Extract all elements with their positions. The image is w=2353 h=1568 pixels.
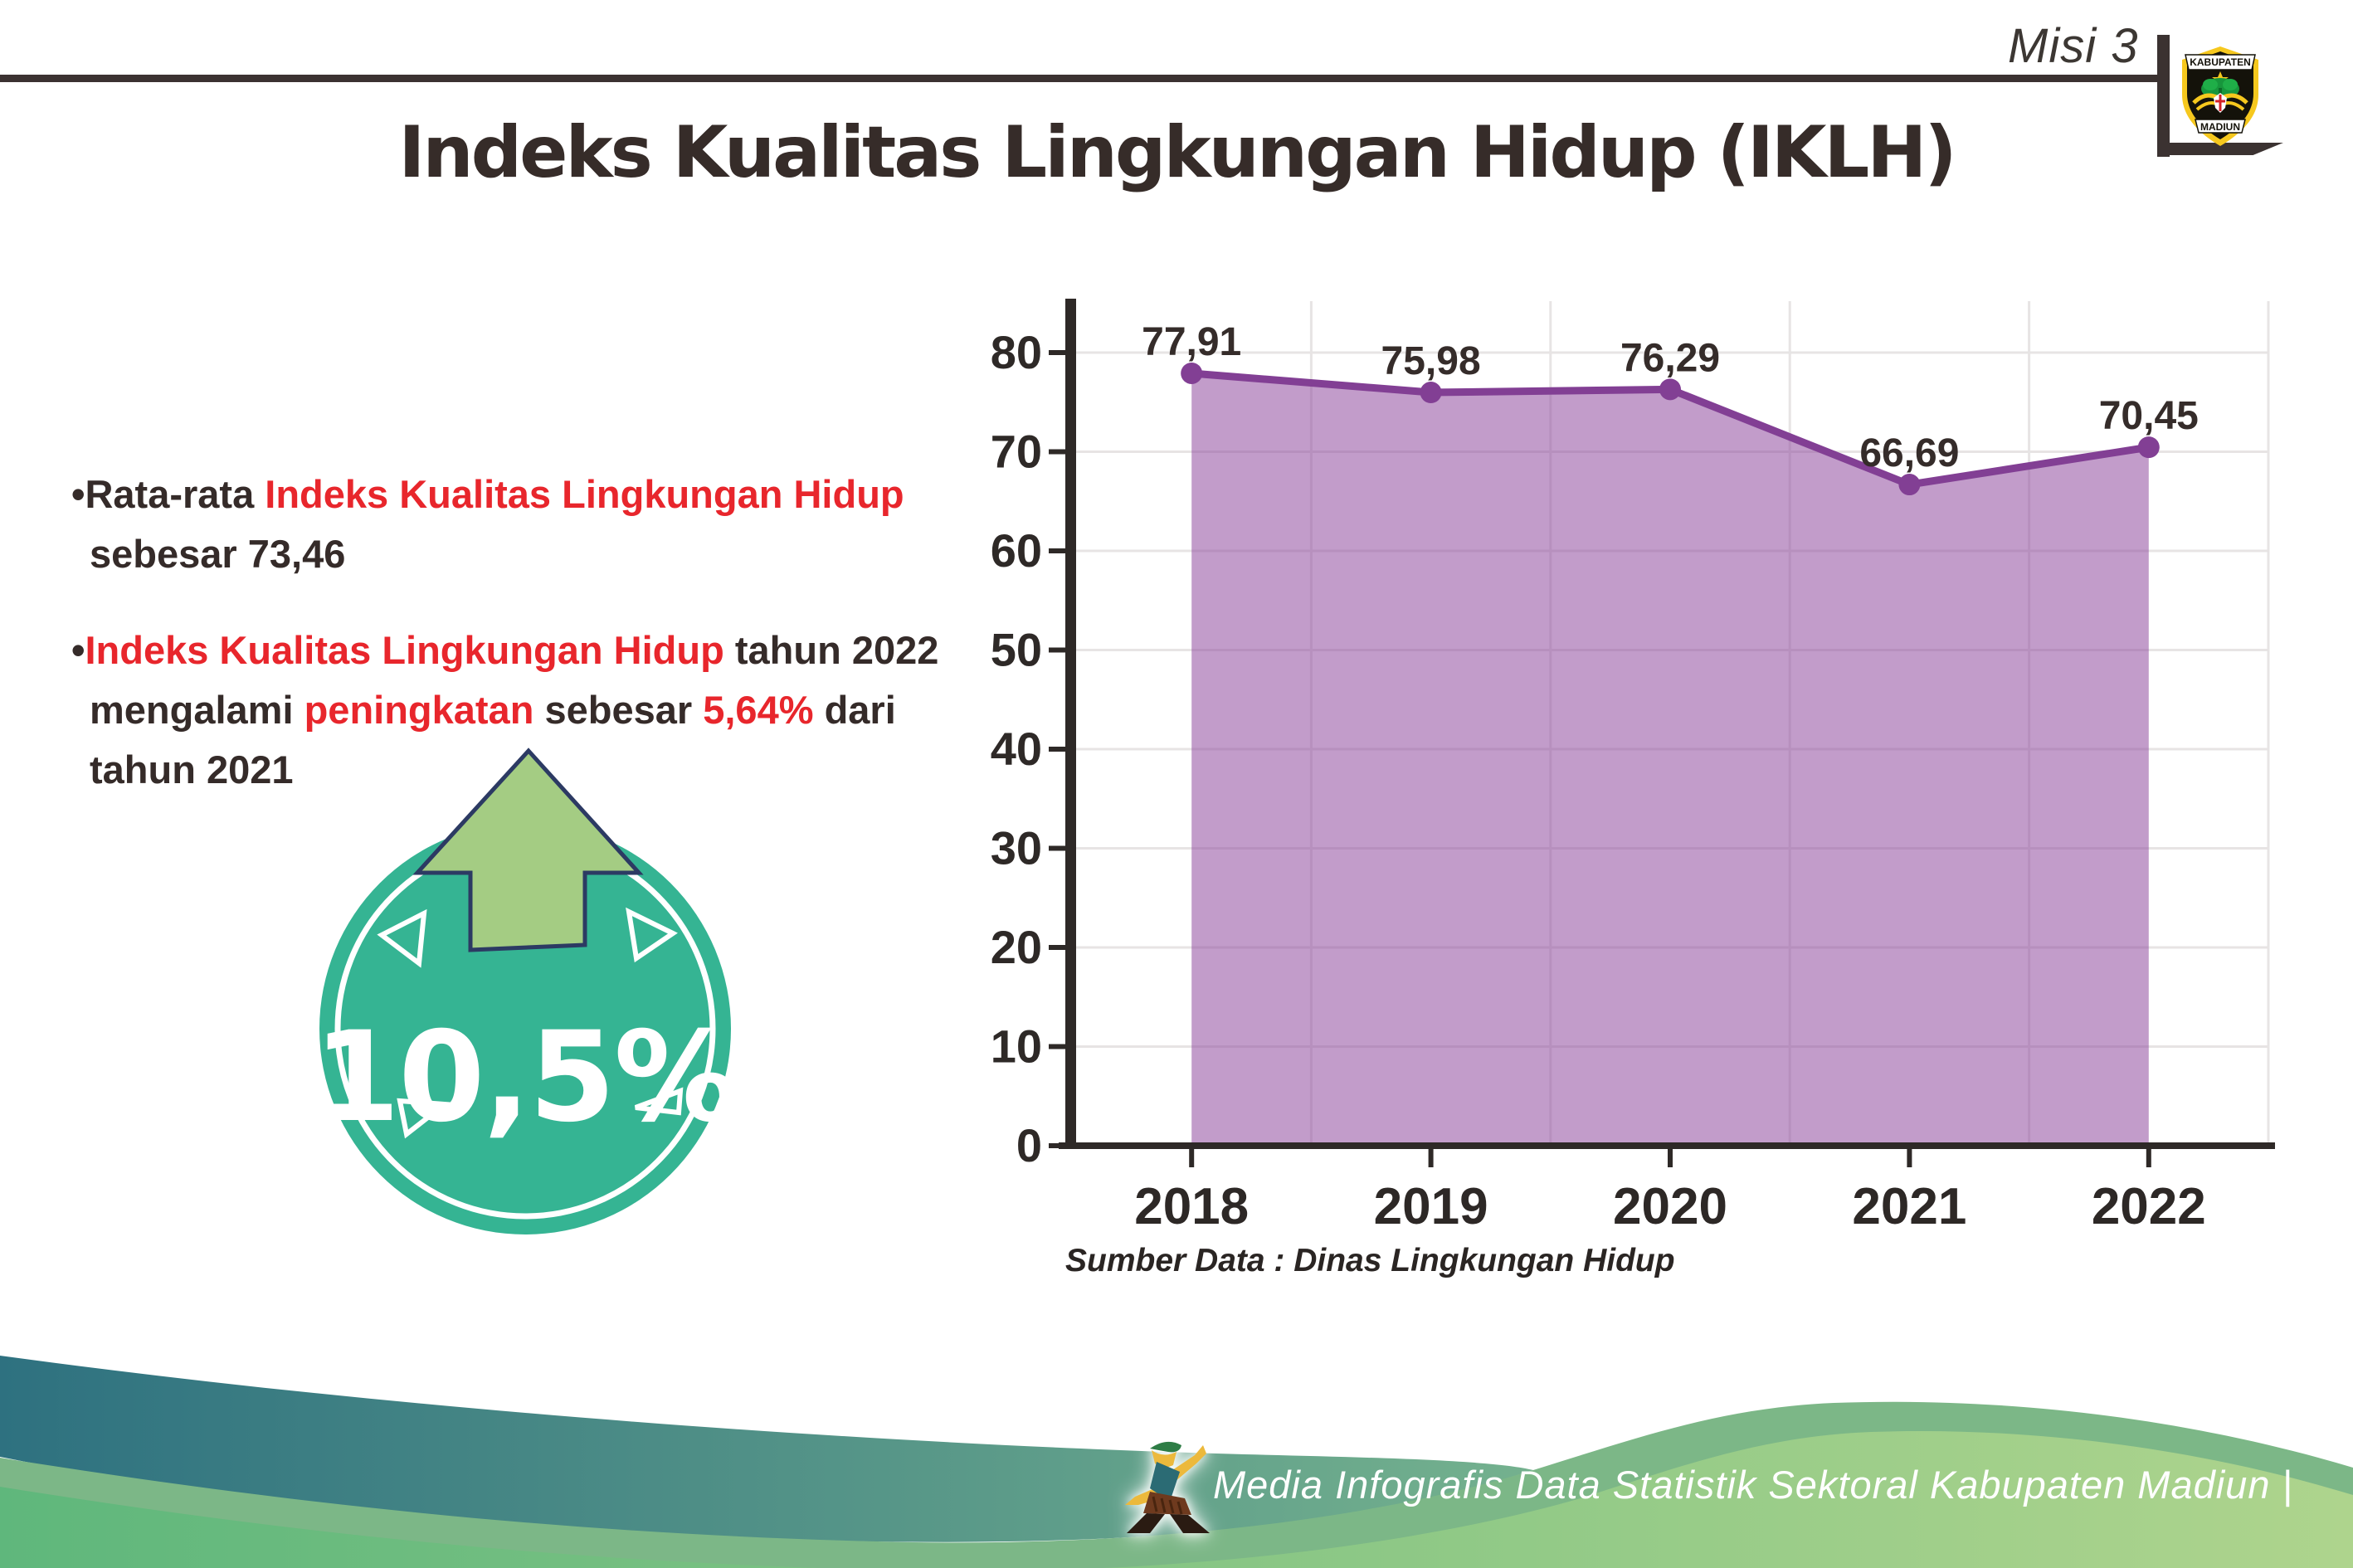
footer-credit: Media Infografis Data Statistik Sektoral… [1213, 1463, 2293, 1507]
up-arrow-icon [412, 747, 644, 952]
svg-text:66,69: 66,69 [1859, 431, 1959, 475]
bullet-dot: • [71, 472, 85, 516]
svg-text:80: 80 [991, 326, 1042, 378]
body-text: dari tahun 2021 [90, 688, 896, 791]
highlight-text: peningkatan [304, 688, 534, 732]
iklh-area-chart: 0 10 20 30 40 50 60 70 80 2018 2019 2020 2021 2022 77,… [991, 299, 2275, 1235]
svg-text:70: 70 [991, 426, 1042, 478]
svg-text:40: 40 [991, 723, 1042, 775]
svg-text:10: 10 [991, 1020, 1042, 1073]
highlight-text: Indeks Kualitas Lingkungan Hidup [265, 472, 904, 516]
body-text: tahun 2022 mengalami [90, 628, 939, 732]
svg-text:2019: 2019 [1374, 1178, 1488, 1235]
logo-bracket-vertical [2157, 35, 2170, 157]
header-rule [0, 75, 2159, 82]
logo-bracket-horizontal [2157, 143, 2283, 155]
front-wave [0, 1431, 2353, 1568]
svg-text:20: 20 [991, 921, 1042, 973]
increase-badge: 10,5% [314, 747, 738, 1234]
dancer-mascot-icon [1125, 1441, 1210, 1533]
svg-text:2022: 2022 [2092, 1178, 2206, 1235]
svg-text:0: 0 [1016, 1119, 1042, 1171]
svg-text:2021: 2021 [1852, 1178, 1966, 1235]
svg-text:77,91: 77,91 [1142, 320, 1241, 364]
badge-value: 10,5% [314, 1006, 737, 1150]
misi-label: Misi 3 [2008, 19, 2139, 73]
svg-text:60: 60 [991, 524, 1042, 577]
highlight-text: 5,64% [703, 688, 814, 732]
key-findings-list: •Rata-rata Indeks Kualitas Lingkungan Hi… [71, 465, 963, 836]
svg-text:50: 50 [991, 624, 1042, 676]
svg-text:76,29: 76,29 [1620, 336, 1720, 380]
page-title: Indeks Kualitas Lingkungan Hidup (IKLH) [398, 111, 1956, 194]
body-text: Rata-rata [85, 472, 266, 516]
bullet-dot: • [71, 628, 85, 672]
svg-text:2020: 2020 [1613, 1178, 1727, 1235]
svg-text:2018: 2018 [1134, 1178, 1249, 1235]
svg-text:70,45: 70,45 [2099, 394, 2199, 438]
highlight-text: Indeks Kualitas Lingkungan Hidup [85, 628, 724, 672]
logo-top-text: KABUPATEN [2190, 56, 2251, 68]
svg-text:30: 30 [991, 822, 1042, 874]
bullet-item: •Indeks Kualitas Lingkungan Hidup tahun … [71, 621, 963, 800]
body-text: sebesar 73,46 [90, 532, 346, 576]
svg-text:75,98: 75,98 [1381, 339, 1481, 383]
body-text: sebesar [533, 688, 704, 732]
logo-bottom-text: MADIUN [2200, 121, 2240, 133]
kabupaten-madiun-logo-icon: KABUPATEN MADIUN [2182, 46, 2258, 146]
bullet-item: •Rata-rata Indeks Kualitas Lingkungan Hi… [71, 465, 963, 584]
source-note: Sumber Data : Dinas Lingkungan Hidup [1065, 1243, 1675, 1278]
